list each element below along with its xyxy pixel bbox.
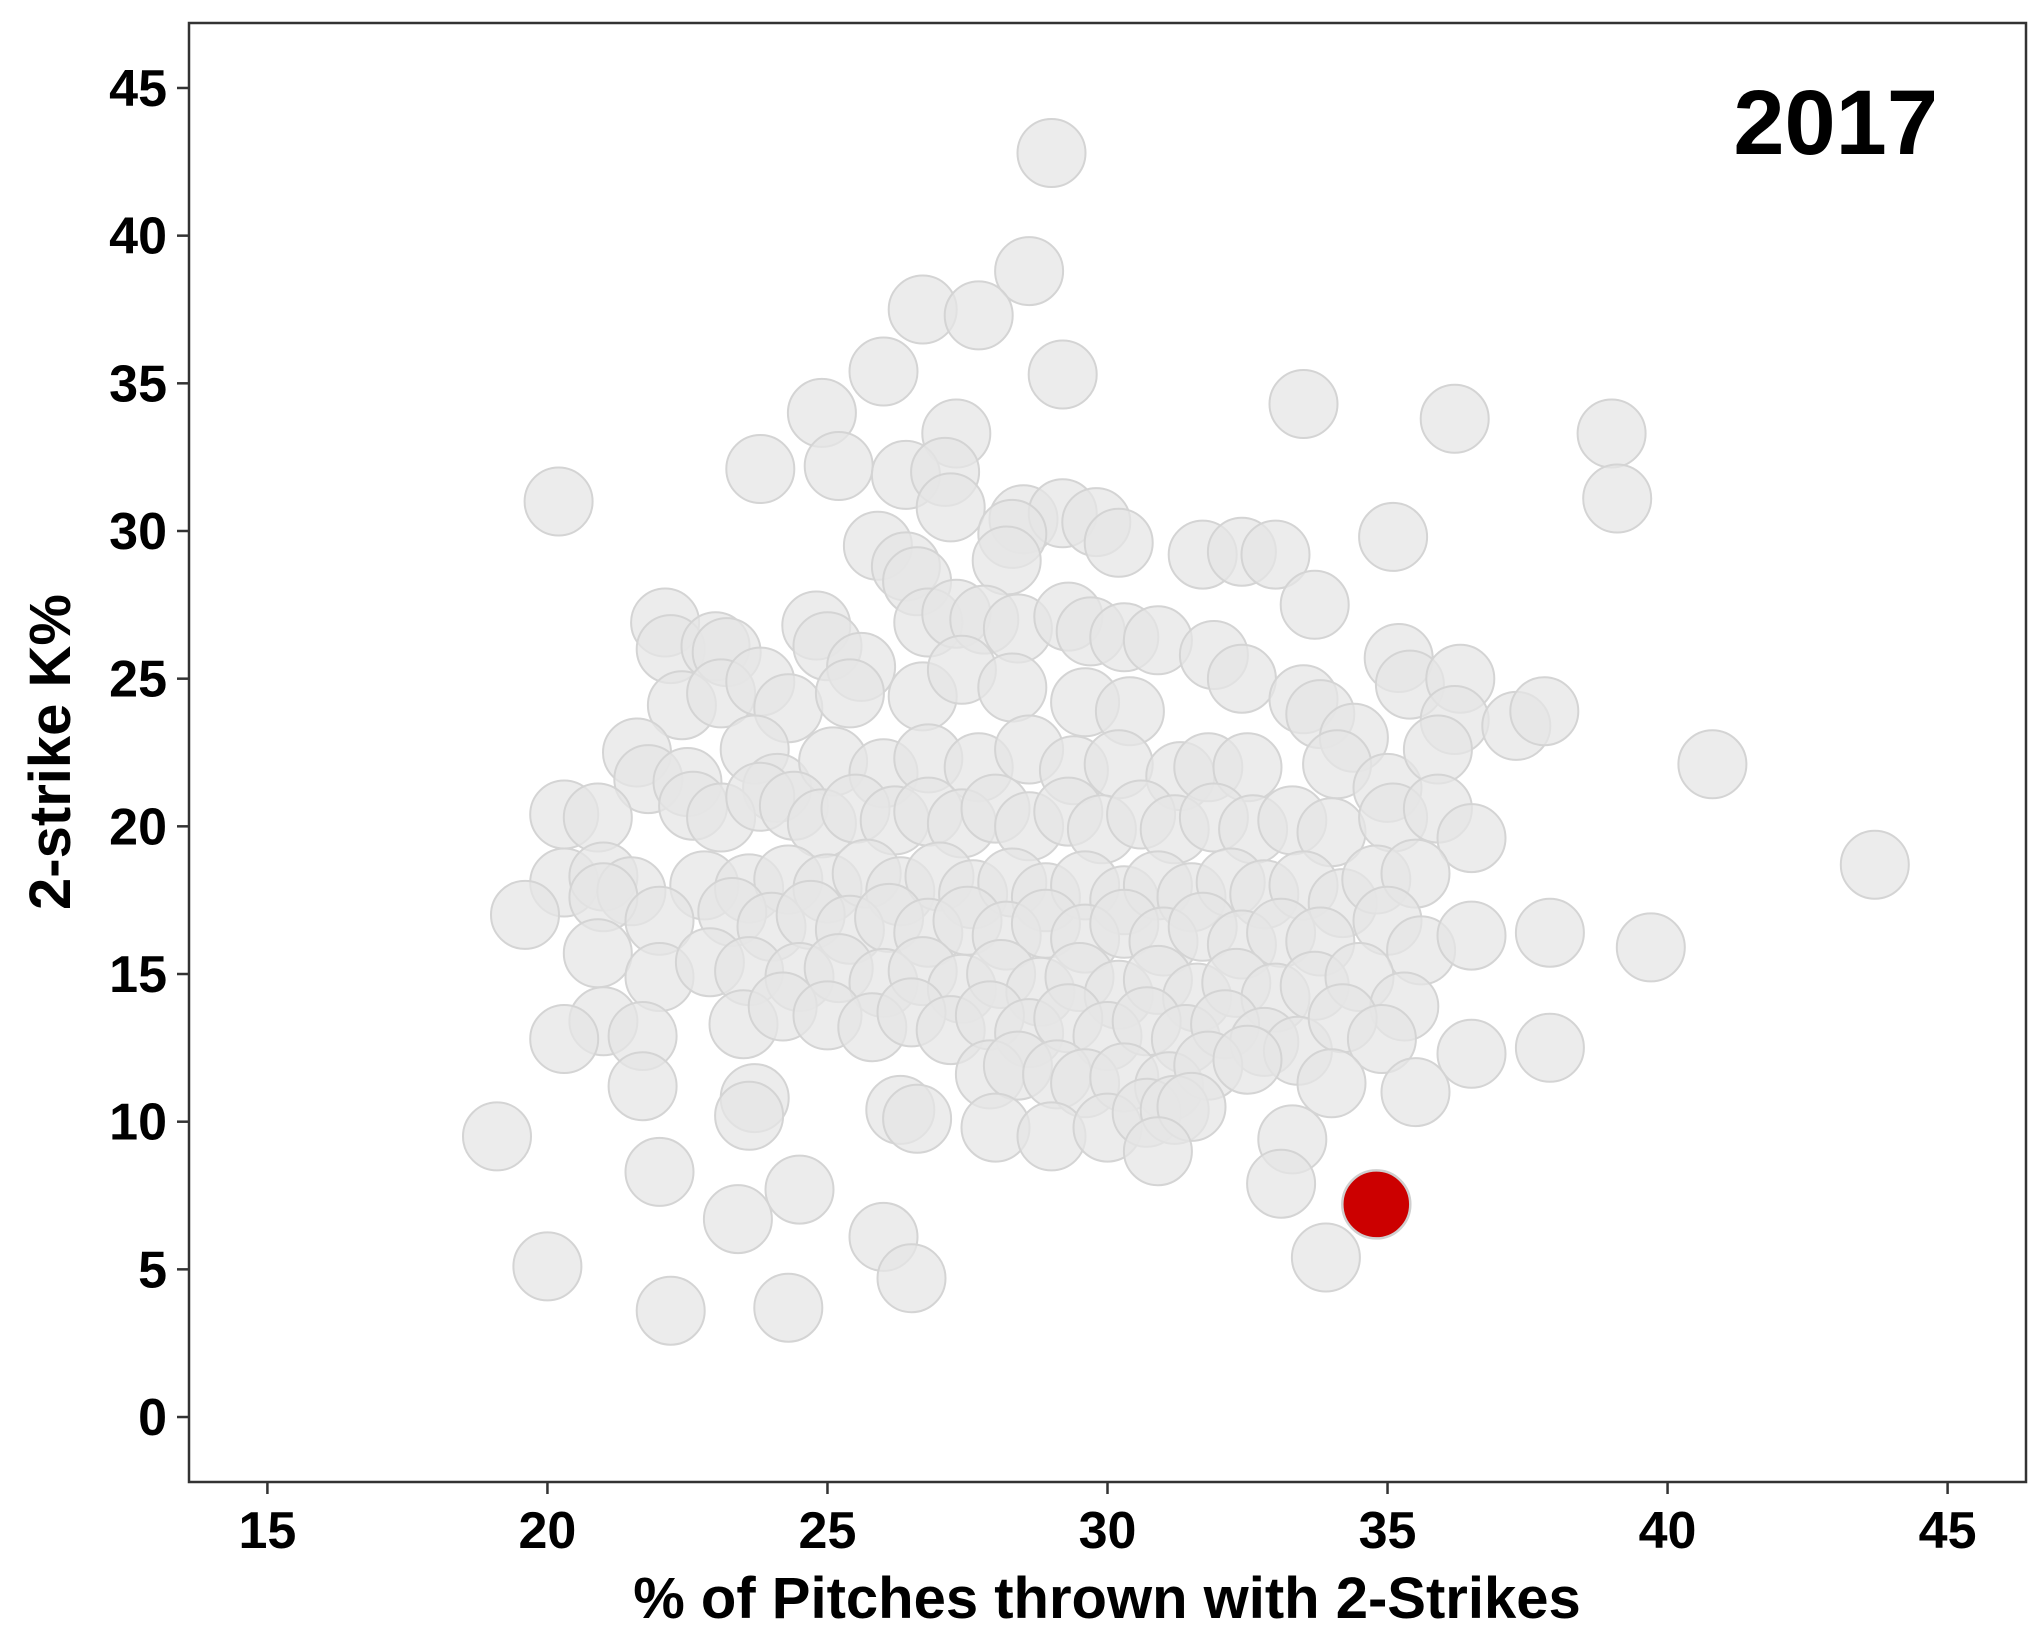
scatter-point — [1509, 676, 1580, 747]
scatter-point — [725, 434, 796, 504]
scatter-point — [1346, 1004, 1417, 1074]
y-axis: 0 5 10 15 20 25 30 35 40 45 — [109, 60, 189, 1447]
y-tick-label: 10 — [109, 1094, 167, 1152]
highlighted-point — [1341, 1169, 1412, 1240]
scatter-point — [764, 1154, 835, 1225]
scatter-point — [523, 466, 594, 537]
y-tick-label: 0 — [138, 1389, 167, 1447]
scatter-point — [529, 1004, 600, 1074]
scatter-point — [848, 336, 919, 407]
scatter-point — [1576, 398, 1647, 469]
x-axis-title: % of Pitches thrown with 2-Strikes — [633, 1566, 1580, 1631]
x-axis: 15 20 25 30 35 40 45 — [238, 1482, 1977, 1560]
scatter-point — [1436, 803, 1507, 874]
scatter-point — [1240, 519, 1311, 590]
x-tick-label: 35 — [1359, 1502, 1417, 1560]
scatter-point — [1206, 643, 1277, 714]
y-tick-label: 45 — [109, 60, 167, 118]
scatter-point — [702, 1184, 773, 1255]
scatter-point — [977, 652, 1048, 723]
scatter-point — [1083, 507, 1154, 578]
scatter-point — [1212, 1024, 1283, 1095]
scatter-point — [1027, 339, 1098, 410]
scatter-point — [607, 1051, 678, 1122]
scatter-point — [1677, 729, 1748, 800]
y-tick-label: 20 — [109, 798, 167, 856]
scatter-point — [876, 1243, 947, 1314]
scatter-point — [1514, 1012, 1585, 1083]
scatter-point — [1514, 897, 1585, 968]
scatter-point — [1279, 569, 1350, 640]
scatter-point — [562, 918, 633, 989]
y-axis-title: 2-strike K% — [18, 594, 83, 910]
y-tick-label: 5 — [138, 1241, 167, 1299]
scatter-point — [971, 525, 1042, 596]
year-annotation: 2017 — [1733, 72, 1938, 174]
x-tick-label: 20 — [519, 1502, 577, 1560]
scatter-point — [1290, 1222, 1361, 1293]
scatter-point — [512, 1231, 583, 1302]
highlight-layer — [1341, 1169, 1412, 1240]
x-tick-label: 15 — [238, 1502, 296, 1560]
scatter-point — [803, 431, 874, 501]
scatter-point — [490, 879, 560, 950]
scatter-point — [1615, 912, 1686, 983]
scatter-point — [1122, 1116, 1193, 1187]
scatter-point — [943, 280, 1014, 351]
x-tick-label: 45 — [1919, 1502, 1977, 1560]
scatter-point — [1016, 118, 1087, 188]
scatter-point — [714, 1080, 785, 1151]
scatter-point — [753, 1272, 824, 1343]
scatter-point — [1246, 1148, 1317, 1219]
points-layer — [462, 118, 1910, 1346]
scatter-point — [814, 658, 885, 729]
scatter-point — [882, 1083, 953, 1154]
y-tick-label: 40 — [109, 208, 167, 266]
x-tick-label: 25 — [799, 1502, 857, 1560]
y-tick-label: 15 — [109, 946, 167, 1004]
scatter-point — [1436, 1018, 1507, 1089]
scatter-point — [1268, 369, 1339, 439]
scatter-point — [462, 1101, 532, 1172]
scatter-point — [624, 1136, 695, 1207]
x-tick-label: 40 — [1639, 1502, 1697, 1560]
y-tick-label: 35 — [109, 355, 167, 413]
scatter-point — [635, 1275, 706, 1346]
y-tick-label: 30 — [109, 503, 167, 561]
scatter-point — [1839, 829, 1910, 900]
scatter-point — [1380, 1057, 1451, 1128]
scatter-point — [562, 782, 633, 853]
scatter-point — [1358, 501, 1429, 572]
scatter-point — [994, 236, 1065, 307]
scatter-point — [1436, 900, 1507, 971]
x-tick-label: 30 — [1079, 1502, 1137, 1560]
scatter-point — [1296, 1048, 1367, 1119]
scatter-point — [1402, 714, 1473, 785]
y-tick-label: 25 — [109, 651, 167, 709]
scatter-point — [915, 472, 986, 543]
scatter-point — [1419, 383, 1490, 454]
scatter-point — [1582, 463, 1653, 534]
